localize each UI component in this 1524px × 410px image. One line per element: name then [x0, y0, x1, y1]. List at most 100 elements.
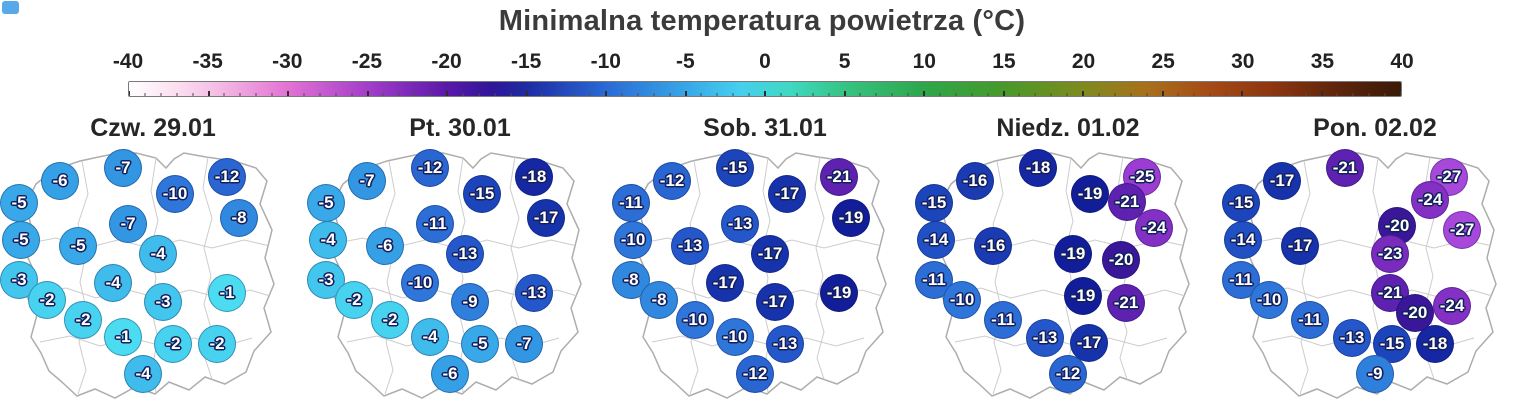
colorbar-minor-tick: [303, 93, 305, 96]
colorbar-minor-tick: [414, 93, 416, 96]
temperature-bubble: -15: [915, 184, 953, 222]
colorbar-tick-label: -10: [590, 50, 621, 73]
colorbar-tick-label: 0: [759, 50, 771, 73]
colorbar-tick-label: 25: [1151, 50, 1175, 73]
temperature-bubble: -10: [1250, 281, 1288, 319]
temperature-bubble: -2: [198, 325, 236, 363]
temperature-bubble: -13: [515, 274, 553, 312]
temperature-bubble: -8: [220, 199, 258, 237]
temperature-bubble: -17: [706, 264, 744, 302]
temperature-bubble: -17: [751, 235, 789, 273]
temperature-bubble: -20: [1396, 294, 1434, 332]
colorbar-minor-tick: [510, 93, 512, 96]
map-day-label: Sob. 31.01: [703, 114, 827, 142]
colorbar-minor-tick: [255, 93, 257, 96]
temperature-bubble: -6: [366, 227, 404, 265]
temperature-bubble: -2: [371, 301, 409, 339]
colorbar-minor-tick: [462, 93, 464, 96]
colorbar-minor-tick: [1209, 93, 1211, 96]
temperature-bubble: -3: [144, 283, 182, 321]
temperature-bubble: -13: [671, 227, 709, 265]
colorbar-minor-tick: [494, 93, 496, 96]
colorbar-tick-label: 15: [992, 50, 1016, 73]
temperature-bubble: -10: [716, 318, 754, 356]
temperature-bubble: -9: [1356, 355, 1394, 393]
temperature-bubble: -13: [721, 205, 759, 243]
colorbar-minor-tick: [1177, 93, 1179, 96]
colorbar-tick-label: 20: [1071, 50, 1096, 73]
colorbar-minor-tick: [1098, 93, 1100, 96]
map-day-label: Pt. 30.01: [409, 114, 511, 142]
temperature-bubble: -11: [612, 184, 650, 222]
colorbar-tick-mark: [1161, 91, 1164, 96]
temperature-bubble: -18: [1019, 149, 1057, 187]
temperature-bubble: -1: [208, 274, 246, 312]
temperature-bubble: -23: [1371, 235, 1409, 273]
colorbar-minor-tick: [939, 93, 941, 96]
temperature-bubble: -11: [416, 205, 454, 243]
colorbar-minor-tick: [796, 93, 798, 96]
colorbar-minor-tick: [1273, 93, 1275, 96]
colorbar-tick-mark: [446, 91, 448, 96]
colorbar-minor-tick: [621, 93, 623, 96]
colorbar-tick-label: -25: [351, 50, 383, 73]
temperature-bubble: -15: [716, 149, 754, 187]
temperature-bubble: -24: [1433, 287, 1471, 325]
colorbar-minor-tick: [1225, 93, 1227, 96]
colorbar-minor-tick: [1193, 93, 1195, 96]
map-area: -7 -12 -18 -15 -5 -11 -17 -4 -6 -13 -3 -10 -13 -2 -9 -2…: [307, 146, 605, 410]
colorbar-minor-tick: [955, 93, 957, 96]
temperature-bubble: -10: [614, 221, 652, 259]
colorbar-minor-tick: [828, 93, 830, 96]
temperature-bubble: -17: [527, 199, 565, 237]
temperature-bubble: -16: [974, 227, 1012, 265]
temperature-bubble: -15: [1222, 184, 1260, 222]
colorbar-tick-label: -15: [510, 50, 542, 73]
temperature-bubble: -17: [1263, 162, 1301, 200]
colorbar-minor-tick: [1130, 93, 1132, 96]
colorbar-bar: [128, 81, 1402, 97]
colorbar-tick-label: -30: [272, 50, 303, 73]
temperature-bubble: -12: [736, 355, 774, 393]
temperature-bubble: -12: [411, 149, 449, 187]
temperature-bubble: -14: [1224, 221, 1262, 259]
temperature-bubble: -8: [640, 281, 678, 319]
colorbar-minor-tick: [382, 93, 384, 96]
colorbar-minor-tick: [478, 93, 480, 96]
temperature-bubble: -14: [917, 221, 955, 259]
map-area: -17 -21 -27 -24 -20 -27 -15 -14 -17 -23 -11 -10 -21-…: [1222, 146, 1520, 410]
colorbar-minor-tick: [573, 93, 575, 96]
colorbar-minor-tick: [748, 93, 750, 96]
colorbar-tick-label: 40: [1390, 50, 1414, 73]
forecast-map-panel: Sob. 31.01 -12 -15 -21 -17 -11 -13 -1: [612, 112, 915, 410]
temperature-bubble: -7: [505, 325, 543, 363]
colorbar-tick-mark: [843, 91, 846, 96]
temperature-bubble: -13: [1333, 319, 1371, 357]
colorbar-minor-tick: [812, 93, 814, 96]
temperature-bubble: -21: [1107, 284, 1145, 322]
colorbar-minor-tick: [239, 93, 241, 96]
temperature-bubble: -12: [208, 158, 246, 196]
colorbar-minor-tick: [1384, 93, 1386, 96]
colorbar-minor-tick: [1368, 93, 1370, 96]
colorbar-minor-tick: [1114, 93, 1116, 96]
colorbar-minor-tick: [319, 93, 321, 96]
temperature-bubble: -12: [1049, 355, 1087, 393]
temperature-bubble: -17: [756, 283, 794, 321]
colorbar-tick-mark: [525, 91, 528, 96]
colorbar-tick-mark: [605, 91, 607, 96]
colorbar-tick-mark: [287, 91, 289, 96]
temperature-bubble: -12: [653, 162, 691, 200]
colorbar-minor-tick: [144, 93, 146, 96]
colorbar-minor-tick: [875, 93, 877, 96]
colorbar-tick-marks: [129, 90, 1401, 96]
colorbar-tick-label: 5: [838, 50, 851, 73]
colorbar-minor-tick: [589, 93, 591, 96]
temperature-bubble: -10: [401, 264, 439, 302]
temperature-bubble: -5: [59, 227, 97, 265]
map-day-label: Czw. 29.01: [90, 114, 216, 142]
colorbar-minor-tick: [1352, 93, 1354, 96]
forecast-map-panel: Pt. 30.01 -7 -12 -18 -15 -5 -11 -17 -4: [307, 112, 610, 410]
temperature-bubble: -2: [154, 325, 192, 363]
colorbar-tick-label: -35: [192, 50, 223, 73]
